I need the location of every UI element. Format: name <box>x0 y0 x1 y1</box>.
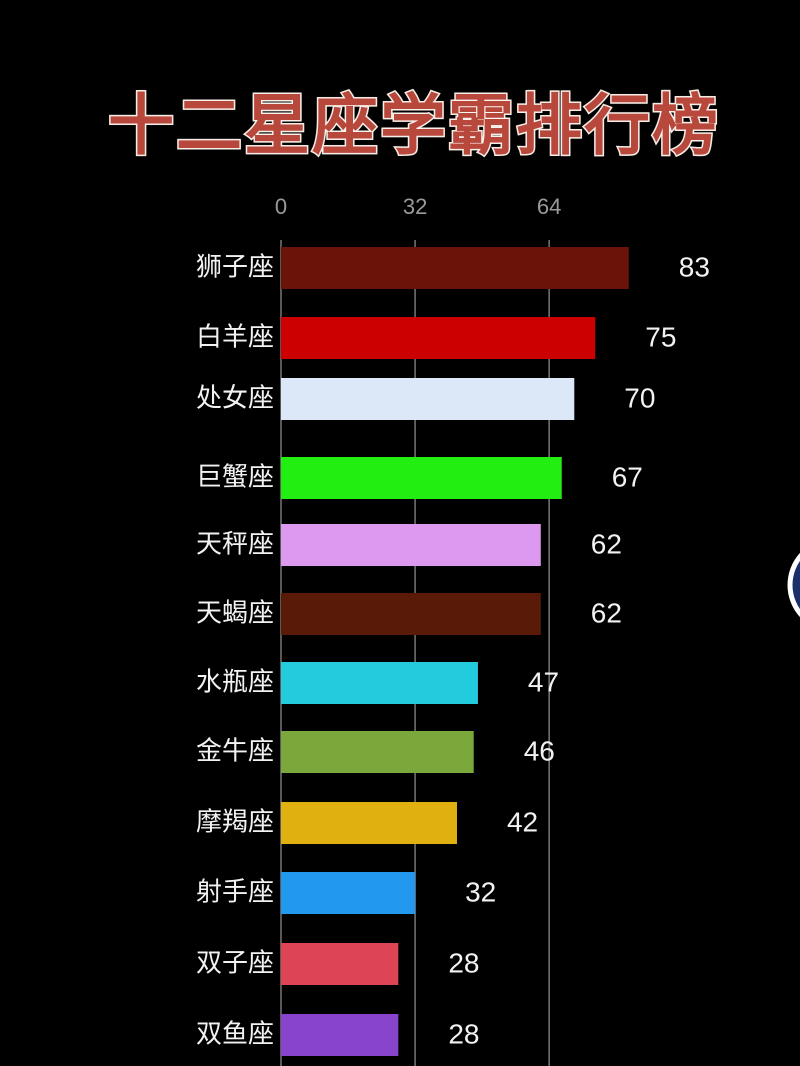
decorative-circle-icon <box>787 552 800 618</box>
x-tick-label: 0 <box>275 194 287 219</box>
category-label: 双子座 <box>196 949 274 979</box>
x-tick-label: 64 <box>537 194 561 219</box>
value-label: 62 <box>591 597 622 628</box>
bar <box>281 872 416 914</box>
value-label: 28 <box>448 947 479 978</box>
category-label: 金牛座 <box>196 737 274 767</box>
bar <box>281 943 399 985</box>
category-label: 巨蟹座 <box>196 463 274 493</box>
chart-title: 十二星座学霸排行榜 <box>107 86 720 166</box>
category-label: 射手座 <box>196 878 274 908</box>
category-label: 处女座 <box>196 384 274 414</box>
bar <box>281 802 457 844</box>
category-label: 天蝎座 <box>196 599 274 629</box>
bar <box>281 378 575 420</box>
value-label: 42 <box>507 806 538 837</box>
category-label: 白羊座 <box>196 323 274 353</box>
category-label: 双鱼座 <box>196 1020 274 1050</box>
bar <box>281 731 474 773</box>
value-label: 28 <box>448 1018 479 1049</box>
bar <box>281 1014 399 1056</box>
category-label: 天秤座 <box>196 530 274 560</box>
value-label: 46 <box>524 735 555 766</box>
value-label: 47 <box>528 666 559 697</box>
category-label: 摩羯座 <box>196 808 274 838</box>
category-label: 狮子座 <box>196 253 274 283</box>
bar <box>281 247 629 289</box>
bar <box>281 593 541 635</box>
x-tick-label: 32 <box>403 194 427 219</box>
value-label: 83 <box>679 251 710 282</box>
value-label: 67 <box>612 461 643 492</box>
bar <box>281 662 478 704</box>
category-label: 水瓶座 <box>196 668 274 698</box>
value-label: 32 <box>465 876 496 907</box>
value-label: 75 <box>645 321 676 352</box>
bar <box>281 317 596 359</box>
value-label: 70 <box>624 382 655 413</box>
bar <box>281 524 541 566</box>
bar <box>281 457 562 499</box>
value-label: 62 <box>591 528 622 559</box>
